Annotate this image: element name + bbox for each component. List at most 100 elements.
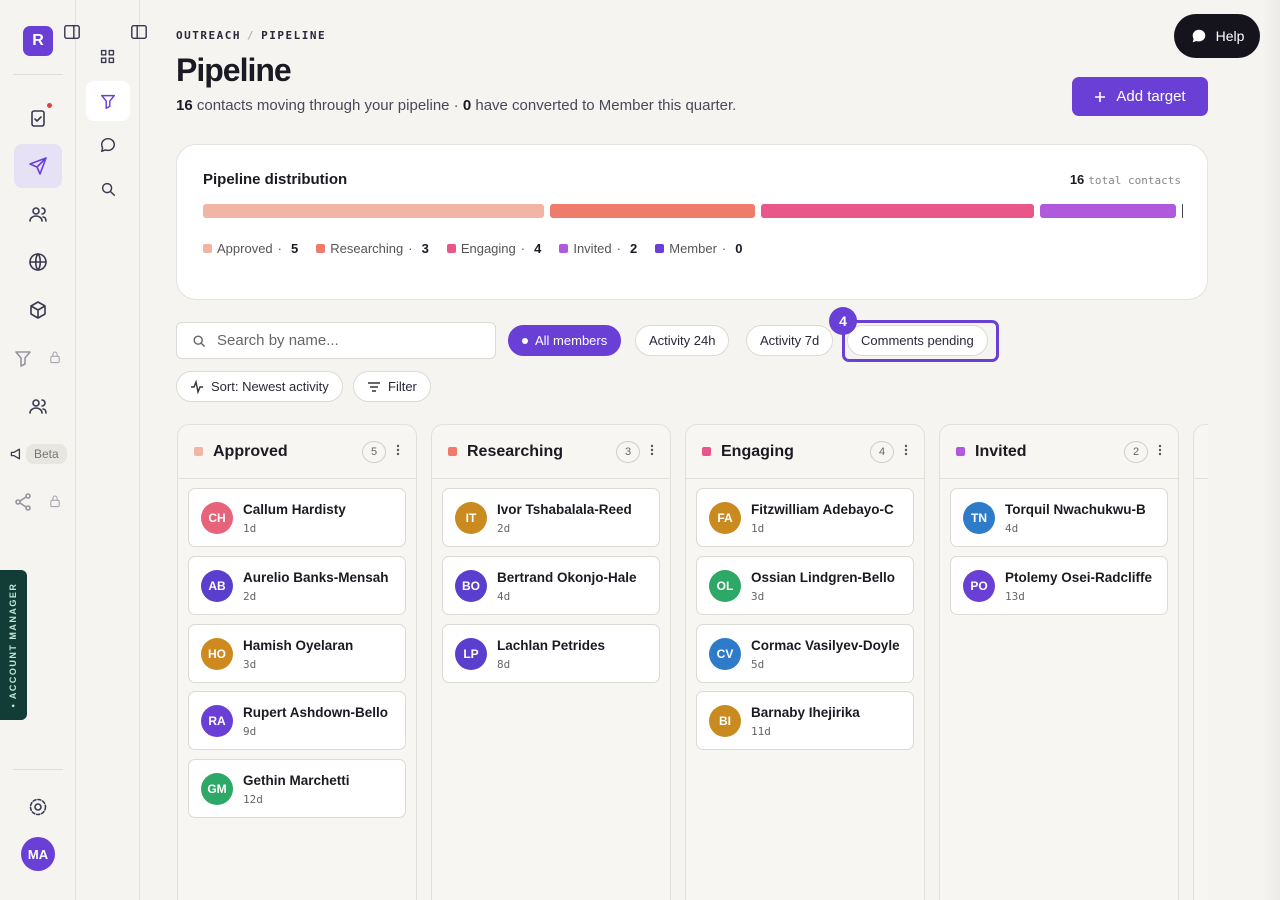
team-icon[interactable] [28,396,48,416]
user-avatar[interactable]: MA [21,837,55,871]
search-icon[interactable] [99,180,117,198]
contact-avatar: FA [709,502,741,534]
funnel-icon[interactable] [13,348,33,368]
legend-swatch [446,244,456,253]
column-menu[interactable] [396,443,400,461]
distribution-segment [1182,204,1183,218]
collapse-icon[interactable] [130,23,148,41]
kanban-column: Approved 5 CH Callum Hardisty 1d AB Aurelio Ba… [177,424,417,900]
legend-count: 0 [735,241,743,256]
column-menu[interactable] [650,443,654,461]
column-name: Invited [975,442,1027,460]
distribution-total: 16 total contacts [1070,172,1181,187]
legend-separator: · [408,241,413,256]
column-dot [702,447,711,456]
plus-icon [1095,91,1106,102]
tab-label: Activity 24h [649,333,716,348]
contact-card[interactable]: TN Torquil Nwachukwu-B 4d [950,488,1168,547]
help-button[interactable]: Help [1174,14,1260,58]
globe-icon[interactable] [28,252,48,272]
filter-tab[interactable]: All members [508,325,622,356]
page-title: Pipeline [176,52,292,88]
pipeline-icon[interactable] [99,92,117,110]
contact-avatar: RA [201,705,233,738]
contact-card[interactable]: HO Hamish Oyelaran 3d [188,623,406,683]
legend-separator: · [616,241,621,256]
contact-name: Bertrand Okonjo-Hale [497,569,637,585]
total-label: total contacts [1088,174,1181,187]
contact-age: 8d [497,657,511,671]
legend-count: 3 [421,241,429,256]
legend-item: Approved · 5 [203,241,298,256]
column-name: Engaging [721,442,794,460]
column-header: Engaging 4 [686,425,924,479]
column-dot [194,447,203,456]
share-icon[interactable] [13,492,33,512]
account-manager-tab[interactable]: • ACCOUNT MANAGER [0,570,27,720]
filter-label: Filter [388,379,417,394]
megaphone-icon[interactable] [9,446,25,462]
divider [13,74,63,75]
tasks-icon[interactable] [28,108,48,128]
breadcrumb: OUTREACH / PIPELINE [176,29,326,42]
contact-age: 13d [1005,589,1025,603]
contact-card[interactable]: OL Ossian Lindgren-Bello 3d [696,555,914,615]
filter-tab[interactable]: Comments pending [847,325,988,356]
collapse-icon[interactable] [63,23,81,41]
grid-icon[interactable] [99,48,116,65]
chat-icon[interactable] [99,136,117,154]
distribution-segment [550,204,755,218]
legend-swatch [203,244,212,253]
contact-avatar: PO [963,569,995,602]
filter-tab[interactable]: Activity 24h [635,325,730,356]
search-icon [193,334,206,347]
search-placeholder: Search by name... [217,332,339,349]
contact-name: Fitzwilliam Adebayo-C [751,502,894,517]
filter-tab[interactable]: Activity 7d [746,325,834,356]
contact-card[interactable]: AB Aurelio Banks-Mensah 2d [188,555,406,615]
contact-name: Hamish Oyelaran [243,637,354,653]
column-menu[interactable] [1158,443,1162,461]
outreach-icon[interactable] [28,156,48,176]
box-icon[interactable] [28,300,48,320]
filter-button[interactable]: Filter [353,371,431,402]
logo[interactable]: R [23,26,53,56]
search-input[interactable]: Search by name... [176,322,496,359]
contact-card[interactable]: LP Lachlan Petrides 8d [442,623,660,683]
legend-label: Researching [330,241,404,256]
contact-card[interactable]: IT Ivor Tshabalala-Reed 2d [442,488,660,547]
active-nav[interactable] [86,81,130,121]
contact-avatar: CV [709,637,741,670]
contact-card[interactable]: CH Callum Hardisty 1d [188,488,406,547]
contact-age: 1d [751,522,765,535]
add-target-button[interactable]: Add target [1072,77,1208,116]
beta-badge: Beta [26,444,67,464]
contact-card[interactable]: FA Fitzwilliam Adebayo-C 1d [696,488,914,547]
contact-card[interactable]: BO Bertrand Okonjo-Hale 4d [442,555,660,615]
distribution-title: Pipeline distribution [203,171,348,188]
contact-avatar: LP [455,637,487,670]
contact-card[interactable]: PO Ptolemy Osei-Radcliffe 13d [950,555,1168,615]
sort-button[interactable]: Sort: Newest activity [176,371,343,402]
contact-card[interactable]: GM Gethin Marchetti 12d [188,759,406,819]
contact-name: Callum Hardisty [243,502,346,517]
contact-age: 12d [243,793,263,807]
settings-icon[interactable] [28,797,48,817]
lock-icon [50,351,60,364]
column-menu[interactable] [904,443,908,461]
breadcrumb-parent[interactable]: OUTREACH [176,29,241,42]
kanban-column: Researching 3 IT Ivor Tshabalala-Reed 2d BO Be… [431,424,671,900]
contact-card[interactable]: CV Cormac Vasilyev-Doyle 5d [696,623,914,683]
subtitle-text: have converted to Member this quarter. [475,97,737,114]
contact-name: Rupert Ashdown-Bello [243,705,388,721]
contact-card[interactable]: RA Rupert Ashdown-Bello 9d [188,691,406,751]
legend-item: Invited · 2 [559,241,637,256]
column-count: 2 [1124,440,1148,463]
contact-card[interactable]: BI Barnaby Ihejirika 11d [696,691,914,751]
contact-age: 4d [497,589,511,603]
legend-swatch [316,244,326,253]
column-dot [956,447,965,456]
people-icon[interactable] [28,204,48,224]
filter-icon [368,381,380,392]
